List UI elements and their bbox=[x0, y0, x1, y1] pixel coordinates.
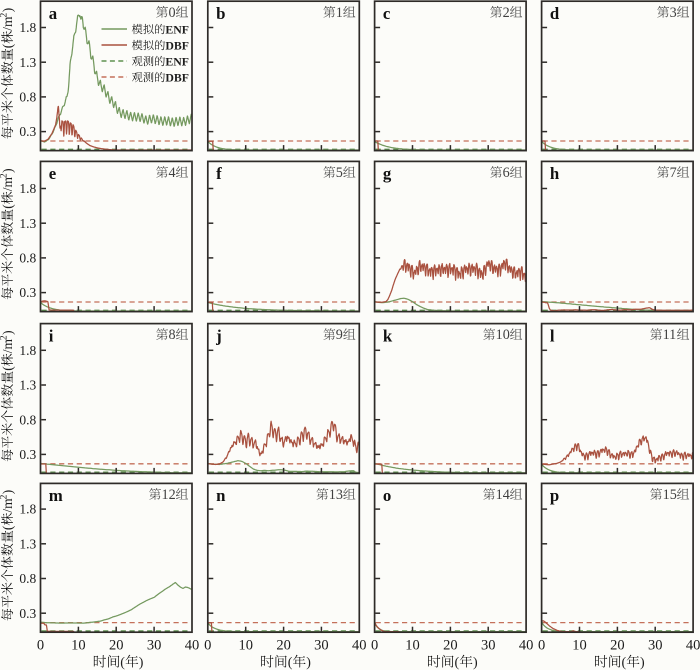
svg-text:20: 20 bbox=[109, 638, 124, 654]
svg-text:30: 30 bbox=[481, 638, 496, 654]
svg-text:10: 10 bbox=[71, 638, 86, 654]
svg-text:30: 30 bbox=[648, 638, 663, 654]
svg-text:2: 2 bbox=[0, 335, 9, 340]
svg-text:ENF: ENF bbox=[165, 22, 189, 36]
svg-text:13: 13 bbox=[329, 487, 343, 503]
svg-text:1.8: 1.8 bbox=[19, 343, 36, 358]
svg-text:0.3: 0.3 bbox=[19, 285, 36, 300]
svg-text:7: 7 bbox=[670, 165, 677, 181]
svg-text:5: 5 bbox=[336, 165, 343, 181]
svg-text:12: 12 bbox=[162, 487, 176, 503]
svg-text:1.8: 1.8 bbox=[19, 20, 36, 35]
svg-text:6: 6 bbox=[503, 165, 510, 181]
svg-text:1.8: 1.8 bbox=[19, 502, 36, 517]
svg-text:): ) bbox=[0, 168, 15, 173]
svg-text:m: m bbox=[49, 486, 63, 505]
svg-text:(: ( bbox=[622, 656, 627, 670]
svg-text:): ) bbox=[0, 330, 15, 335]
svg-text:3: 3 bbox=[670, 5, 677, 21]
svg-text:/m: /m bbox=[0, 339, 15, 354]
svg-text:(: ( bbox=[120, 656, 125, 670]
svg-text:1.3: 1.3 bbox=[19, 536, 36, 551]
svg-text:1.3: 1.3 bbox=[19, 216, 36, 231]
svg-text:): ) bbox=[0, 8, 15, 13]
svg-text:o: o bbox=[383, 486, 391, 505]
svg-text:30: 30 bbox=[147, 638, 162, 654]
svg-text:0.8: 0.8 bbox=[19, 90, 36, 105]
svg-text:f: f bbox=[216, 164, 222, 183]
svg-text:e: e bbox=[49, 164, 57, 183]
svg-text:/m: /m bbox=[0, 177, 15, 192]
svg-text:(: ( bbox=[0, 43, 15, 48]
svg-text:14: 14 bbox=[496, 487, 510, 503]
svg-text:1: 1 bbox=[336, 5, 343, 21]
svg-text:): ) bbox=[0, 490, 15, 495]
svg-text:c: c bbox=[383, 4, 391, 23]
svg-text:n: n bbox=[216, 486, 226, 505]
svg-text:): ) bbox=[473, 656, 478, 670]
svg-text:b: b bbox=[216, 4, 225, 23]
svg-text:2: 2 bbox=[503, 5, 510, 21]
svg-text:(: ( bbox=[288, 656, 293, 670]
svg-text:4: 4 bbox=[169, 165, 176, 181]
svg-text:/m: /m bbox=[0, 16, 15, 31]
svg-text:k: k bbox=[383, 326, 393, 345]
svg-text:0.8: 0.8 bbox=[19, 571, 36, 586]
svg-text:(: ( bbox=[0, 366, 15, 371]
svg-text:(: ( bbox=[0, 204, 15, 209]
svg-text:10: 10 bbox=[572, 638, 587, 654]
svg-text:0: 0 bbox=[37, 638, 44, 654]
svg-text:1.3: 1.3 bbox=[19, 55, 36, 70]
svg-text:ENF: ENF bbox=[165, 54, 189, 68]
svg-text:(: ( bbox=[0, 525, 15, 530]
svg-text:): ) bbox=[640, 656, 645, 670]
svg-text:1.3: 1.3 bbox=[19, 378, 36, 393]
svg-text:10: 10 bbox=[405, 638, 420, 654]
svg-text:0: 0 bbox=[371, 638, 378, 654]
svg-text:0.3: 0.3 bbox=[19, 447, 36, 462]
svg-text:0.3: 0.3 bbox=[19, 124, 36, 139]
svg-text:2: 2 bbox=[0, 12, 9, 17]
svg-text:40: 40 bbox=[519, 638, 534, 654]
svg-text:d: d bbox=[550, 4, 560, 23]
svg-text:30: 30 bbox=[314, 638, 329, 654]
svg-text:/m: /m bbox=[0, 498, 15, 513]
svg-text:j: j bbox=[215, 326, 222, 345]
svg-text:(: ( bbox=[455, 656, 460, 670]
svg-text:2: 2 bbox=[0, 173, 9, 178]
svg-text:0: 0 bbox=[169, 5, 176, 21]
svg-text:20: 20 bbox=[610, 638, 625, 654]
svg-text:15: 15 bbox=[663, 487, 677, 503]
svg-text:40: 40 bbox=[686, 638, 700, 654]
svg-text:1.8: 1.8 bbox=[19, 181, 36, 196]
svg-text:p: p bbox=[550, 486, 559, 505]
svg-text:): ) bbox=[306, 656, 311, 670]
svg-text:0: 0 bbox=[538, 638, 545, 654]
svg-text:0.8: 0.8 bbox=[19, 412, 36, 427]
svg-text:a: a bbox=[49, 4, 58, 23]
svg-text:40: 40 bbox=[185, 638, 200, 654]
svg-text:2: 2 bbox=[0, 494, 9, 499]
svg-text:9: 9 bbox=[336, 327, 343, 343]
svg-text:10: 10 bbox=[238, 638, 253, 654]
svg-text:DBF: DBF bbox=[165, 70, 189, 84]
svg-text:0.8: 0.8 bbox=[19, 251, 36, 266]
svg-text:20: 20 bbox=[443, 638, 458, 654]
svg-text:20: 20 bbox=[276, 638, 291, 654]
svg-text:11: 11 bbox=[663, 327, 677, 343]
svg-text:i: i bbox=[49, 326, 54, 345]
svg-text:0.3: 0.3 bbox=[19, 606, 36, 621]
svg-text:DBF: DBF bbox=[165, 38, 189, 52]
svg-text:8: 8 bbox=[169, 327, 176, 343]
svg-text:0: 0 bbox=[204, 638, 211, 654]
svg-text:40: 40 bbox=[352, 638, 367, 654]
svg-text:l: l bbox=[550, 326, 555, 345]
svg-text:g: g bbox=[383, 164, 392, 183]
svg-text:): ) bbox=[139, 656, 144, 670]
svg-text:h: h bbox=[550, 164, 560, 183]
svg-text:10: 10 bbox=[496, 327, 510, 343]
